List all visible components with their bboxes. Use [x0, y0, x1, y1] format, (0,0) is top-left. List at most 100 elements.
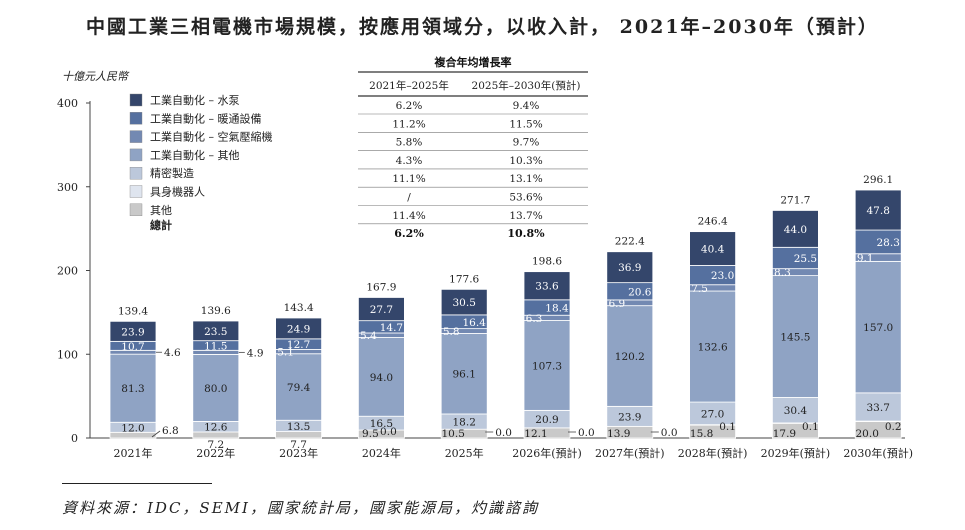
value-label: 27.0: [701, 408, 724, 420]
chart-title: 中國工業三相電機市場規模，按應用領域分，以收入計， 2021年–2030年（預計…: [86, 16, 879, 38]
total-label: 296.1: [863, 174, 893, 186]
value-label: 10.7: [121, 341, 144, 353]
value-label: 0.0: [495, 427, 512, 439]
legend-swatch: [129, 166, 143, 180]
value-label: 0.1: [802, 421, 819, 433]
value-label: 23.9: [618, 411, 641, 423]
bar-segment: [275, 353, 323, 421]
total-label: 139.6: [201, 305, 231, 317]
value-label: 27.7: [370, 304, 393, 316]
value-labels-group: 6.8 12.0 81.3 4.6 10.7 23.9 139.4 7.2 12.6 80.0 4.…: [118, 174, 902, 451]
cagr-col-header: 2025年–2030年(預計): [472, 79, 581, 92]
value-label: 15.8: [690, 428, 713, 440]
value-label: 0.1: [719, 421, 736, 433]
value-label: 157.0: [863, 322, 893, 334]
x-tick-label: 2026年(預計): [512, 446, 582, 460]
value-label: 79.4: [287, 382, 311, 394]
bar-segment: [357, 297, 405, 322]
total-label: 222.4: [615, 236, 645, 248]
x-tick-label: 2022年: [196, 446, 235, 460]
bar-segment: [772, 210, 819, 248]
bar-segment: [523, 320, 571, 411]
x-tick-label: 2028年(預計): [678, 446, 748, 460]
value-label: 13.5: [287, 421, 310, 433]
value-label: 23.0: [711, 270, 734, 282]
total-label: 198.6: [532, 256, 562, 268]
bar-segment: [772, 275, 819, 398]
value-label: 132.6: [698, 342, 728, 354]
cagr-cell: 11.2%: [392, 118, 425, 130]
bar-segment: [440, 288, 488, 316]
total-label: 167.9: [366, 281, 396, 293]
value-label: 18.2: [453, 417, 476, 429]
value-label: 107.3: [532, 360, 562, 372]
cagr-table: 複合年均增長率 2021年–2025年 2025年–2030年(預計) 6.2% 9.4…: [358, 55, 588, 240]
value-label: 47.8: [867, 205, 890, 217]
value-label: 7.7: [290, 439, 307, 451]
bar-segment: [689, 231, 736, 266]
value-label: 4.6: [164, 347, 181, 359]
bars-group: [109, 189, 902, 439]
legend-label: 工業自動化 – 空氣壓縮機: [150, 130, 273, 144]
value-label: 7.5: [691, 283, 708, 295]
legend-label: 工業自動化 – 其他: [150, 148, 240, 162]
cagr-cell: 10.3%: [509, 155, 542, 167]
value-label: 81.3: [121, 383, 144, 395]
cagr-cell: 5.8%: [396, 137, 423, 149]
value-label: 7.2: [207, 439, 224, 451]
value-label: 13.9: [607, 428, 630, 440]
bar-segment: [109, 320, 157, 342]
total-label: 177.6: [449, 273, 479, 285]
y-tick-label: 200: [57, 265, 78, 278]
value-label: 24.9: [287, 323, 310, 335]
value-label: 20.9: [535, 414, 558, 426]
bar-segment: [854, 189, 902, 231]
stacked-bar-chart: 十億元人民幣 0 100 200 300 400 6.8 12.0 81.3 4.6 10.7 2…: [57, 55, 913, 460]
legend-swatch: [129, 130, 143, 143]
cagr-cell: /: [407, 192, 411, 204]
value-label: 12.0: [121, 422, 144, 434]
bar-segment: [275, 317, 323, 340]
legend-label: 精密製造: [150, 166, 194, 180]
value-label: 12.7: [287, 339, 310, 351]
cagr-col-header: 2021年–2025年: [369, 79, 449, 92]
value-label: 23.9: [121, 326, 144, 338]
cagr-cell: 9.7%: [513, 137, 540, 149]
total-label: 143.4: [284, 302, 314, 314]
cagr-cell: 13.1%: [509, 173, 542, 185]
cagr-cell: 6.2%: [394, 227, 424, 240]
value-label: 28.3: [877, 237, 900, 249]
value-label: 145.5: [780, 332, 810, 344]
bar-segment: [192, 354, 240, 422]
legend-label: 具身機器人: [150, 185, 205, 199]
x-tick-label: 2025年: [445, 446, 484, 460]
value-label: 30.4: [784, 405, 808, 417]
value-label: 6.9: [608, 298, 625, 310]
value-label: 0.0: [578, 427, 595, 439]
value-label: 12.6: [204, 422, 228, 434]
bar-segment: [689, 290, 736, 403]
value-label: 5.8: [443, 326, 460, 338]
legend-label: 工業自動化 – 水泵: [150, 93, 240, 107]
legend-label: 其他: [150, 204, 172, 217]
source-note: 資料來源：IDC，SEMI，國家統計局，國家能源局，灼識諮詢: [62, 499, 539, 517]
footer-rule: [62, 483, 212, 484]
value-label: 120.2: [615, 351, 645, 363]
value-label: 36.9: [618, 262, 641, 274]
y-tick-label: 300: [57, 181, 78, 194]
value-label: 17.9: [773, 428, 796, 440]
value-label: 20.0: [856, 428, 879, 440]
y-tick-label: 100: [57, 348, 78, 361]
value-label: 16.5: [370, 418, 393, 430]
value-label: 9.5: [362, 428, 379, 440]
value-label: 0.2: [885, 421, 902, 433]
legend-label: 總計: [150, 218, 172, 232]
bar-segment: [440, 333, 488, 415]
legend-label: 工業自動化 – 暖通設備: [150, 111, 262, 125]
legend-swatch: [129, 112, 143, 125]
value-label: 23.5: [204, 326, 227, 338]
value-label: 10.5: [442, 428, 465, 440]
bar-segment: [357, 337, 405, 417]
cagr-cell: 53.6%: [509, 192, 542, 204]
